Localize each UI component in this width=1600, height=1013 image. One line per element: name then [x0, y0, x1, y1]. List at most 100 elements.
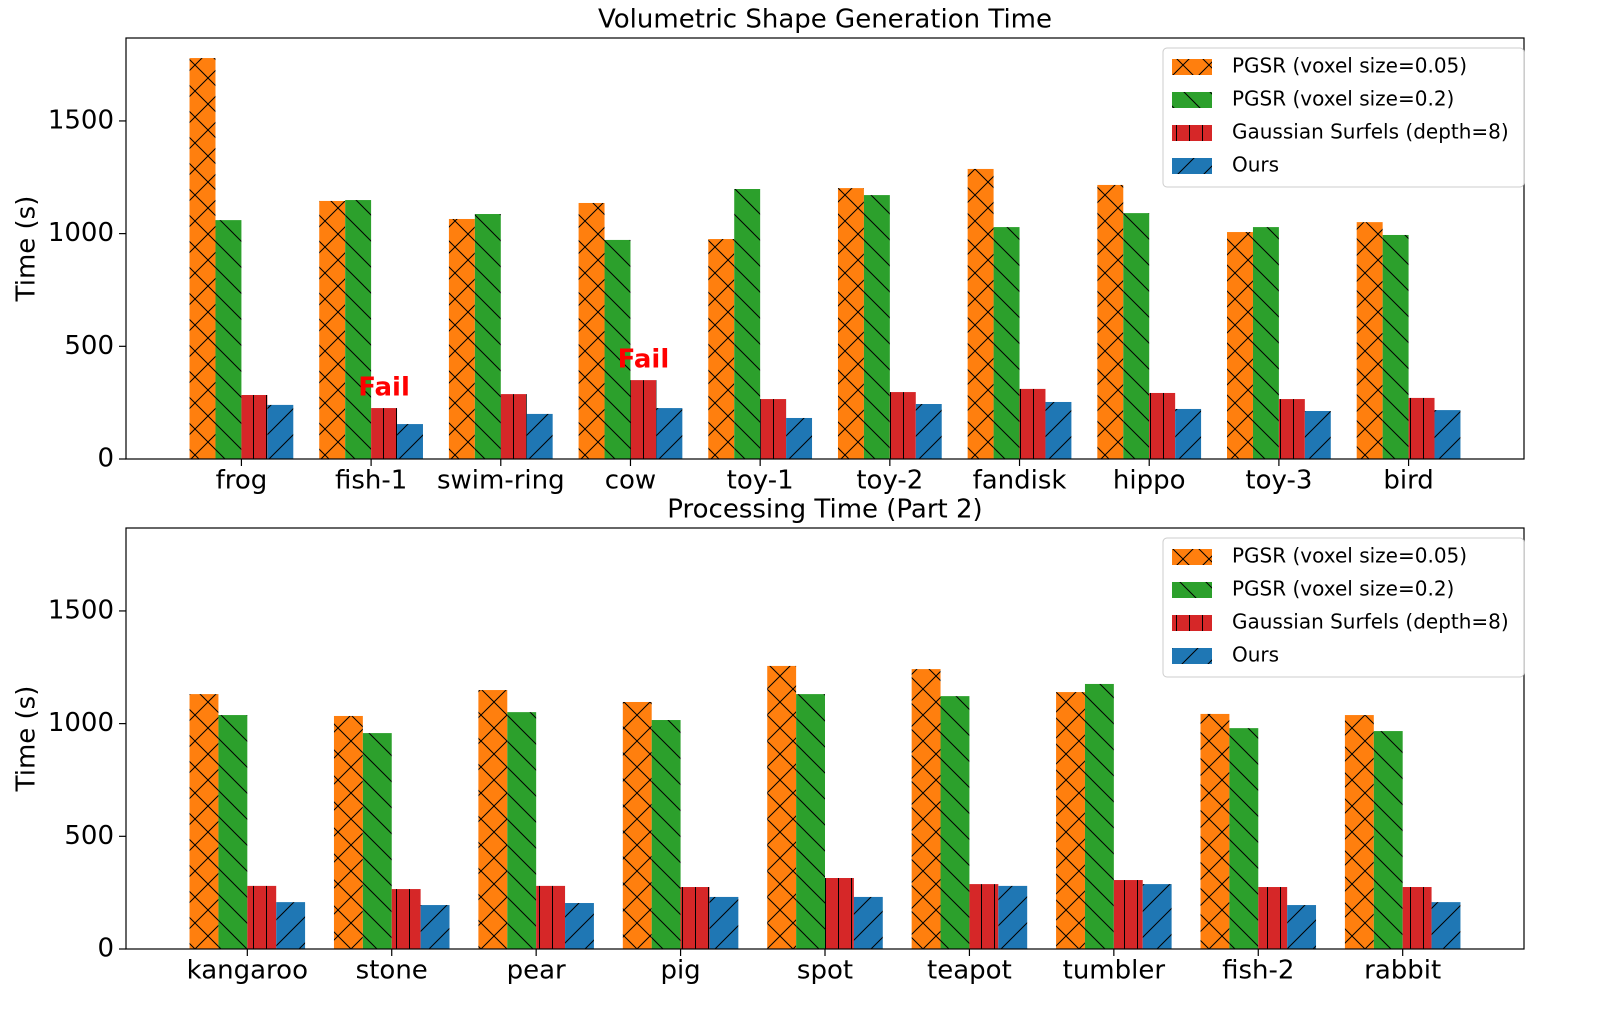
bar [362, 733, 392, 949]
bar [1382, 234, 1409, 459]
bar [1402, 887, 1432, 949]
bar [189, 58, 216, 459]
bar [474, 214, 501, 459]
bar [1200, 713, 1230, 949]
plot-frame [125, 37, 1525, 460]
legend-swatch [1172, 59, 1212, 75]
bar [1287, 905, 1317, 949]
plot-frame [125, 527, 1525, 950]
bar [1056, 692, 1085, 949]
legend-swatch [1172, 125, 1212, 141]
bar [578, 202, 605, 459]
bar [333, 715, 363, 949]
x-tick-label: cow [605, 466, 656, 496]
bar [218, 715, 248, 949]
bar [825, 878, 854, 949]
annotation: Fail [618, 345, 670, 375]
legend-label: PGSR (voxel size=0.2) [1232, 577, 1454, 601]
bar [319, 200, 346, 460]
bar [1019, 388, 1046, 459]
legend-box [1162, 537, 1525, 678]
bar [241, 394, 268, 459]
bar [680, 887, 710, 949]
legend-swatch [1172, 158, 1212, 174]
bar [863, 195, 890, 459]
bar [247, 885, 277, 949]
bar [1142, 884, 1172, 949]
x-tick-label: hippo [1113, 466, 1186, 496]
bar [967, 168, 994, 459]
bar [911, 669, 941, 949]
bar [796, 694, 825, 949]
bar [276, 902, 306, 949]
x-tick-label: teapot [927, 956, 1012, 986]
bar [507, 712, 537, 949]
x-tick-label: toy-3 [1245, 466, 1312, 496]
x-tick-label: toy-2 [856, 466, 923, 496]
legend-swatch [1172, 648, 1212, 664]
x-tick-label: kangaroo [187, 956, 308, 986]
y-tick-label: 1500 [48, 595, 114, 625]
bar [998, 885, 1028, 949]
bar [1344, 715, 1374, 949]
y-tick-label: 500 [64, 331, 114, 361]
legend-label: PGSR (voxel size=0.05) [1232, 544, 1467, 568]
bar [604, 239, 631, 459]
x-tick-label: bird [1383, 466, 1433, 496]
x-tick-label: fish-1 [335, 466, 407, 496]
bar [1229, 728, 1259, 949]
x-tick-label: stone [356, 956, 428, 986]
bar [1227, 232, 1253, 459]
bar [345, 200, 372, 459]
legend-swatch [1172, 92, 1212, 108]
legend-label: Ours [1232, 643, 1279, 667]
y-tick-label: 1500 [48, 105, 114, 135]
y-axis-label: Time (s) [12, 196, 42, 303]
x-tick-label: fish-2 [1222, 956, 1294, 986]
bar [1431, 902, 1461, 949]
bar [371, 408, 398, 459]
legend-label: Gaussian Surfels (depth=8) [1232, 610, 1509, 634]
y-tick-label: 0 [97, 444, 114, 474]
bar [1258, 887, 1288, 949]
bar [915, 404, 942, 459]
bar [478, 690, 508, 949]
bar [448, 218, 475, 459]
bar [1373, 731, 1403, 949]
legend-swatch [1172, 615, 1212, 631]
bar [1434, 410, 1461, 459]
legend-swatch [1172, 549, 1212, 565]
bar [651, 720, 681, 949]
bar [391, 889, 421, 949]
legend-label: PGSR (voxel size=0.05) [1232, 54, 1467, 78]
bar [1123, 213, 1150, 459]
bar [1045, 401, 1072, 459]
bar [1084, 683, 1114, 949]
x-tick-label: toy-1 [727, 466, 794, 496]
x-tick-label: tumbler [1063, 956, 1166, 986]
bar [630, 380, 657, 459]
bar [993, 227, 1020, 459]
y-tick-label: 1000 [48, 708, 114, 738]
bar [215, 220, 242, 459]
chart-title: Processing Time (Part 2) [667, 495, 982, 525]
bar [420, 905, 450, 949]
bar [536, 885, 566, 949]
x-tick-label: spot [797, 956, 853, 986]
bar [708, 239, 735, 459]
bar [656, 408, 683, 459]
legend-box [1162, 47, 1525, 188]
bar [1149, 392, 1176, 459]
bar [734, 189, 761, 459]
annotation: Fail [358, 373, 410, 403]
bar [1278, 399, 1305, 459]
bar [622, 701, 652, 949]
bar [526, 413, 553, 459]
x-tick-label: pear [507, 956, 566, 986]
bar [1304, 410, 1331, 459]
chart-title: Volumetric Shape Generation Time [598, 5, 1052, 35]
bar [267, 404, 294, 459]
bar [1175, 408, 1202, 459]
